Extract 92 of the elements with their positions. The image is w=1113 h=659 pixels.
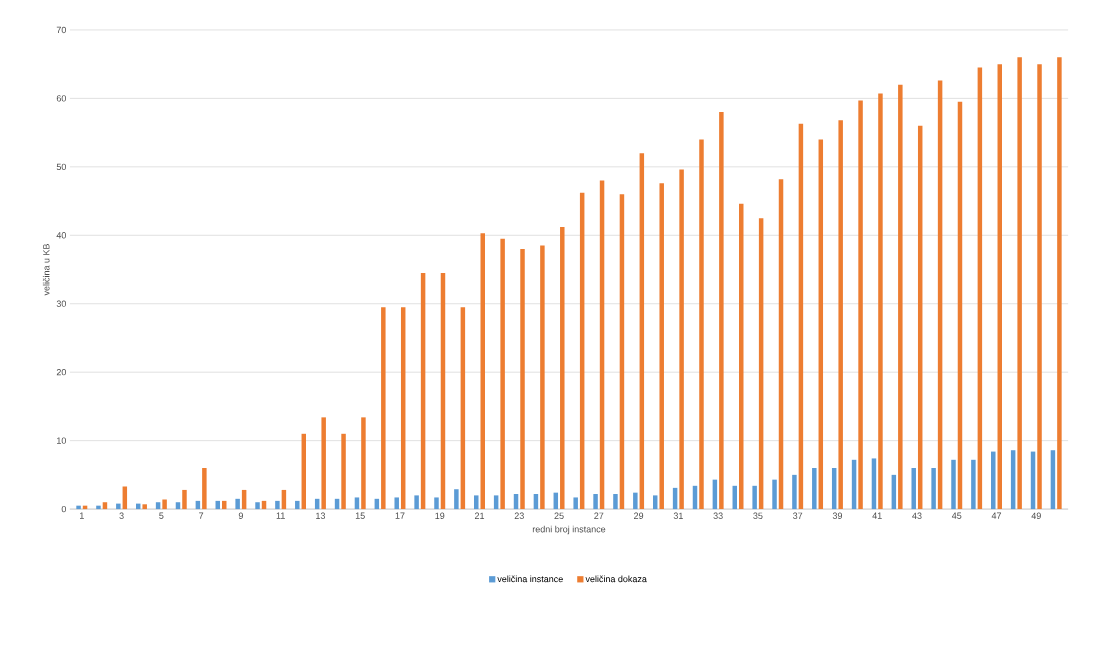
bar [812,468,817,510]
bar [454,489,459,510]
x-tick-label: 13 [316,512,326,520]
bar [361,417,366,510]
bar [474,495,479,510]
x-tick-label: 43 [912,512,922,520]
bar [679,169,684,510]
x-tick-label: 33 [713,512,723,520]
y-tick-label: 20 [56,369,66,376]
bar [414,495,419,510]
bar [971,459,976,510]
y-tick-label: 40 [56,232,66,239]
x-axis-title: redni broj instance [532,525,606,535]
legend-label: veličina dokaza [585,575,647,583]
bar [652,495,658,510]
bar [394,497,399,510]
bar [235,498,240,510]
bar [560,227,565,510]
bar [96,505,101,510]
bar [295,500,300,510]
x-tick-label: 35 [753,512,763,520]
y-tick-label: 10 [57,437,66,444]
bar [182,490,187,510]
bar [951,459,956,510]
x-tick-label: 39 [832,512,842,520]
bar [381,307,386,510]
x-tick-label: 19 [435,512,445,520]
bar [752,485,757,510]
bar [1017,57,1022,510]
bar [911,468,916,510]
bar [341,433,346,510]
bar [520,249,525,510]
bar [1037,64,1042,510]
bar [255,502,260,510]
x-tick-label: 25 [554,512,564,520]
bar [500,238,505,510]
bar [659,183,664,510]
bar [719,112,724,510]
x-tick-label: 41 [872,512,882,519]
x-tick-label: 29 [634,512,644,520]
bar [838,120,843,510]
x-tick-label: 45 [951,512,962,519]
x-tick-label: 5 [159,512,164,519]
bar [1057,57,1062,510]
x-tick-label: 47 [991,512,1002,519]
bar [878,93,883,510]
x-tick-label: 15 [355,512,365,519]
legend-label: veličina instance [497,575,563,583]
bar [633,492,638,510]
bar [175,502,181,510]
bar [699,139,704,510]
bar [931,468,936,510]
y-tick-label: 50 [56,163,66,171]
x-tick-label: 7 [199,512,204,519]
bar [354,497,360,510]
x-tick-label: 37 [793,512,803,520]
x-tick-label: 27 [594,512,604,519]
bar [792,474,797,510]
y-tick-label: 70 [56,26,66,34]
x-tick-label: 49 [1031,512,1041,520]
x-tick-label: 1 [80,512,84,519]
x-tick-label: 31 [673,512,683,520]
bar [434,497,439,510]
x-tick-label: 21 [474,512,485,519]
y-axis-title: veličina u KB [42,244,50,296]
x-tick-label: 17 [395,512,405,519]
bar [76,505,81,510]
bar [540,245,545,510]
bar [898,84,903,510]
bar [493,495,499,510]
bar [275,500,280,510]
x-tick-label: 9 [238,512,243,520]
bar [142,504,147,510]
bar [321,417,326,510]
bar [162,499,167,510]
bar [202,468,207,510]
bar [858,100,863,510]
y-tick-label: 30 [56,300,66,308]
bar [573,497,578,510]
y-tick-label: 0 [61,505,66,513]
bar [613,494,618,510]
bar [991,451,996,510]
y-tick-label: 60 [56,95,66,102]
x-tick-label: 23 [514,512,524,520]
x-tick-label: 11 [276,512,285,519]
bar [772,479,777,510]
bar [122,486,128,510]
bar [102,502,108,510]
x-tick-label: 3 [119,512,124,520]
bar [116,503,121,510]
bar [593,494,598,510]
bar [155,502,161,510]
